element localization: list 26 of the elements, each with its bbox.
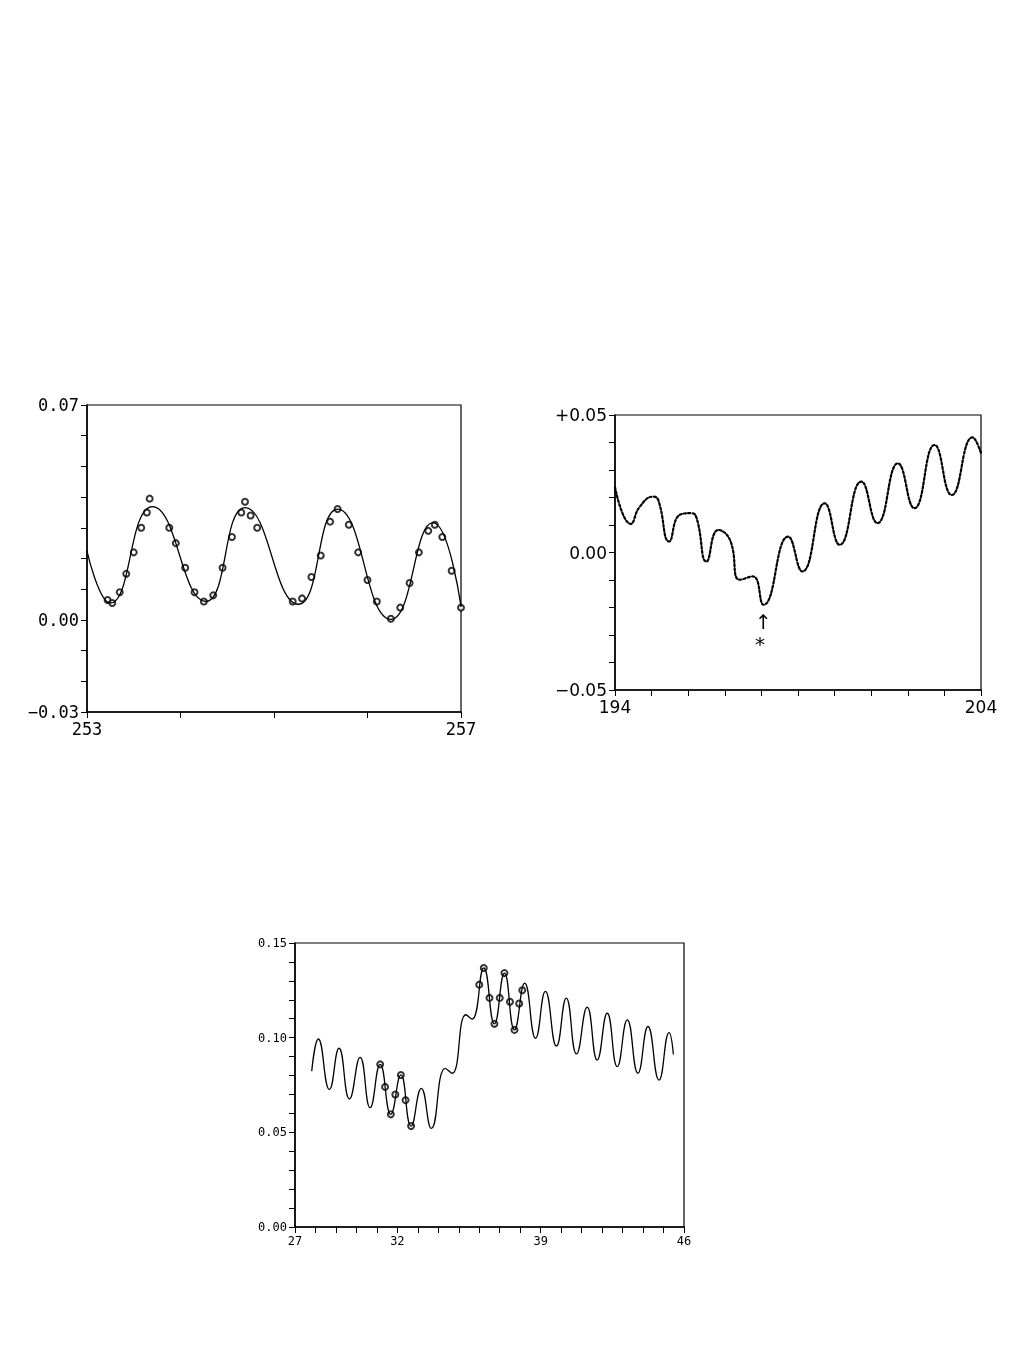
point xyxy=(253,523,262,532)
y-tick-label: 0.15 xyxy=(258,936,287,950)
point xyxy=(145,494,154,503)
x-tick-label: 257 xyxy=(445,718,477,739)
y-tick-label: 0.07 xyxy=(38,395,79,415)
y-tick-label: 0.00 xyxy=(258,1220,287,1234)
annotation: ↑ xyxy=(755,610,772,634)
x-tick-label: 46 xyxy=(676,1234,692,1248)
point xyxy=(246,511,255,520)
point xyxy=(227,533,236,542)
point xyxy=(241,497,250,506)
x-tick-label: 27 xyxy=(287,1234,303,1248)
point xyxy=(137,523,146,532)
point xyxy=(344,520,353,529)
annotation: * xyxy=(755,632,765,656)
y-tick-label: 0.05 xyxy=(258,1125,287,1140)
point xyxy=(424,526,433,535)
x-tick-label: 32 xyxy=(390,1234,405,1248)
point xyxy=(298,594,307,603)
point xyxy=(326,517,335,526)
y-tick-label: 0.10 xyxy=(258,1030,287,1045)
y-tick-label: 0.00 xyxy=(38,609,79,630)
x-tick-label: 204 xyxy=(964,696,998,717)
y-tick-label: 0.00 xyxy=(569,542,607,563)
y-tick-label: +0.05 xyxy=(554,405,607,425)
x-tick-label: 39 xyxy=(533,1234,548,1248)
